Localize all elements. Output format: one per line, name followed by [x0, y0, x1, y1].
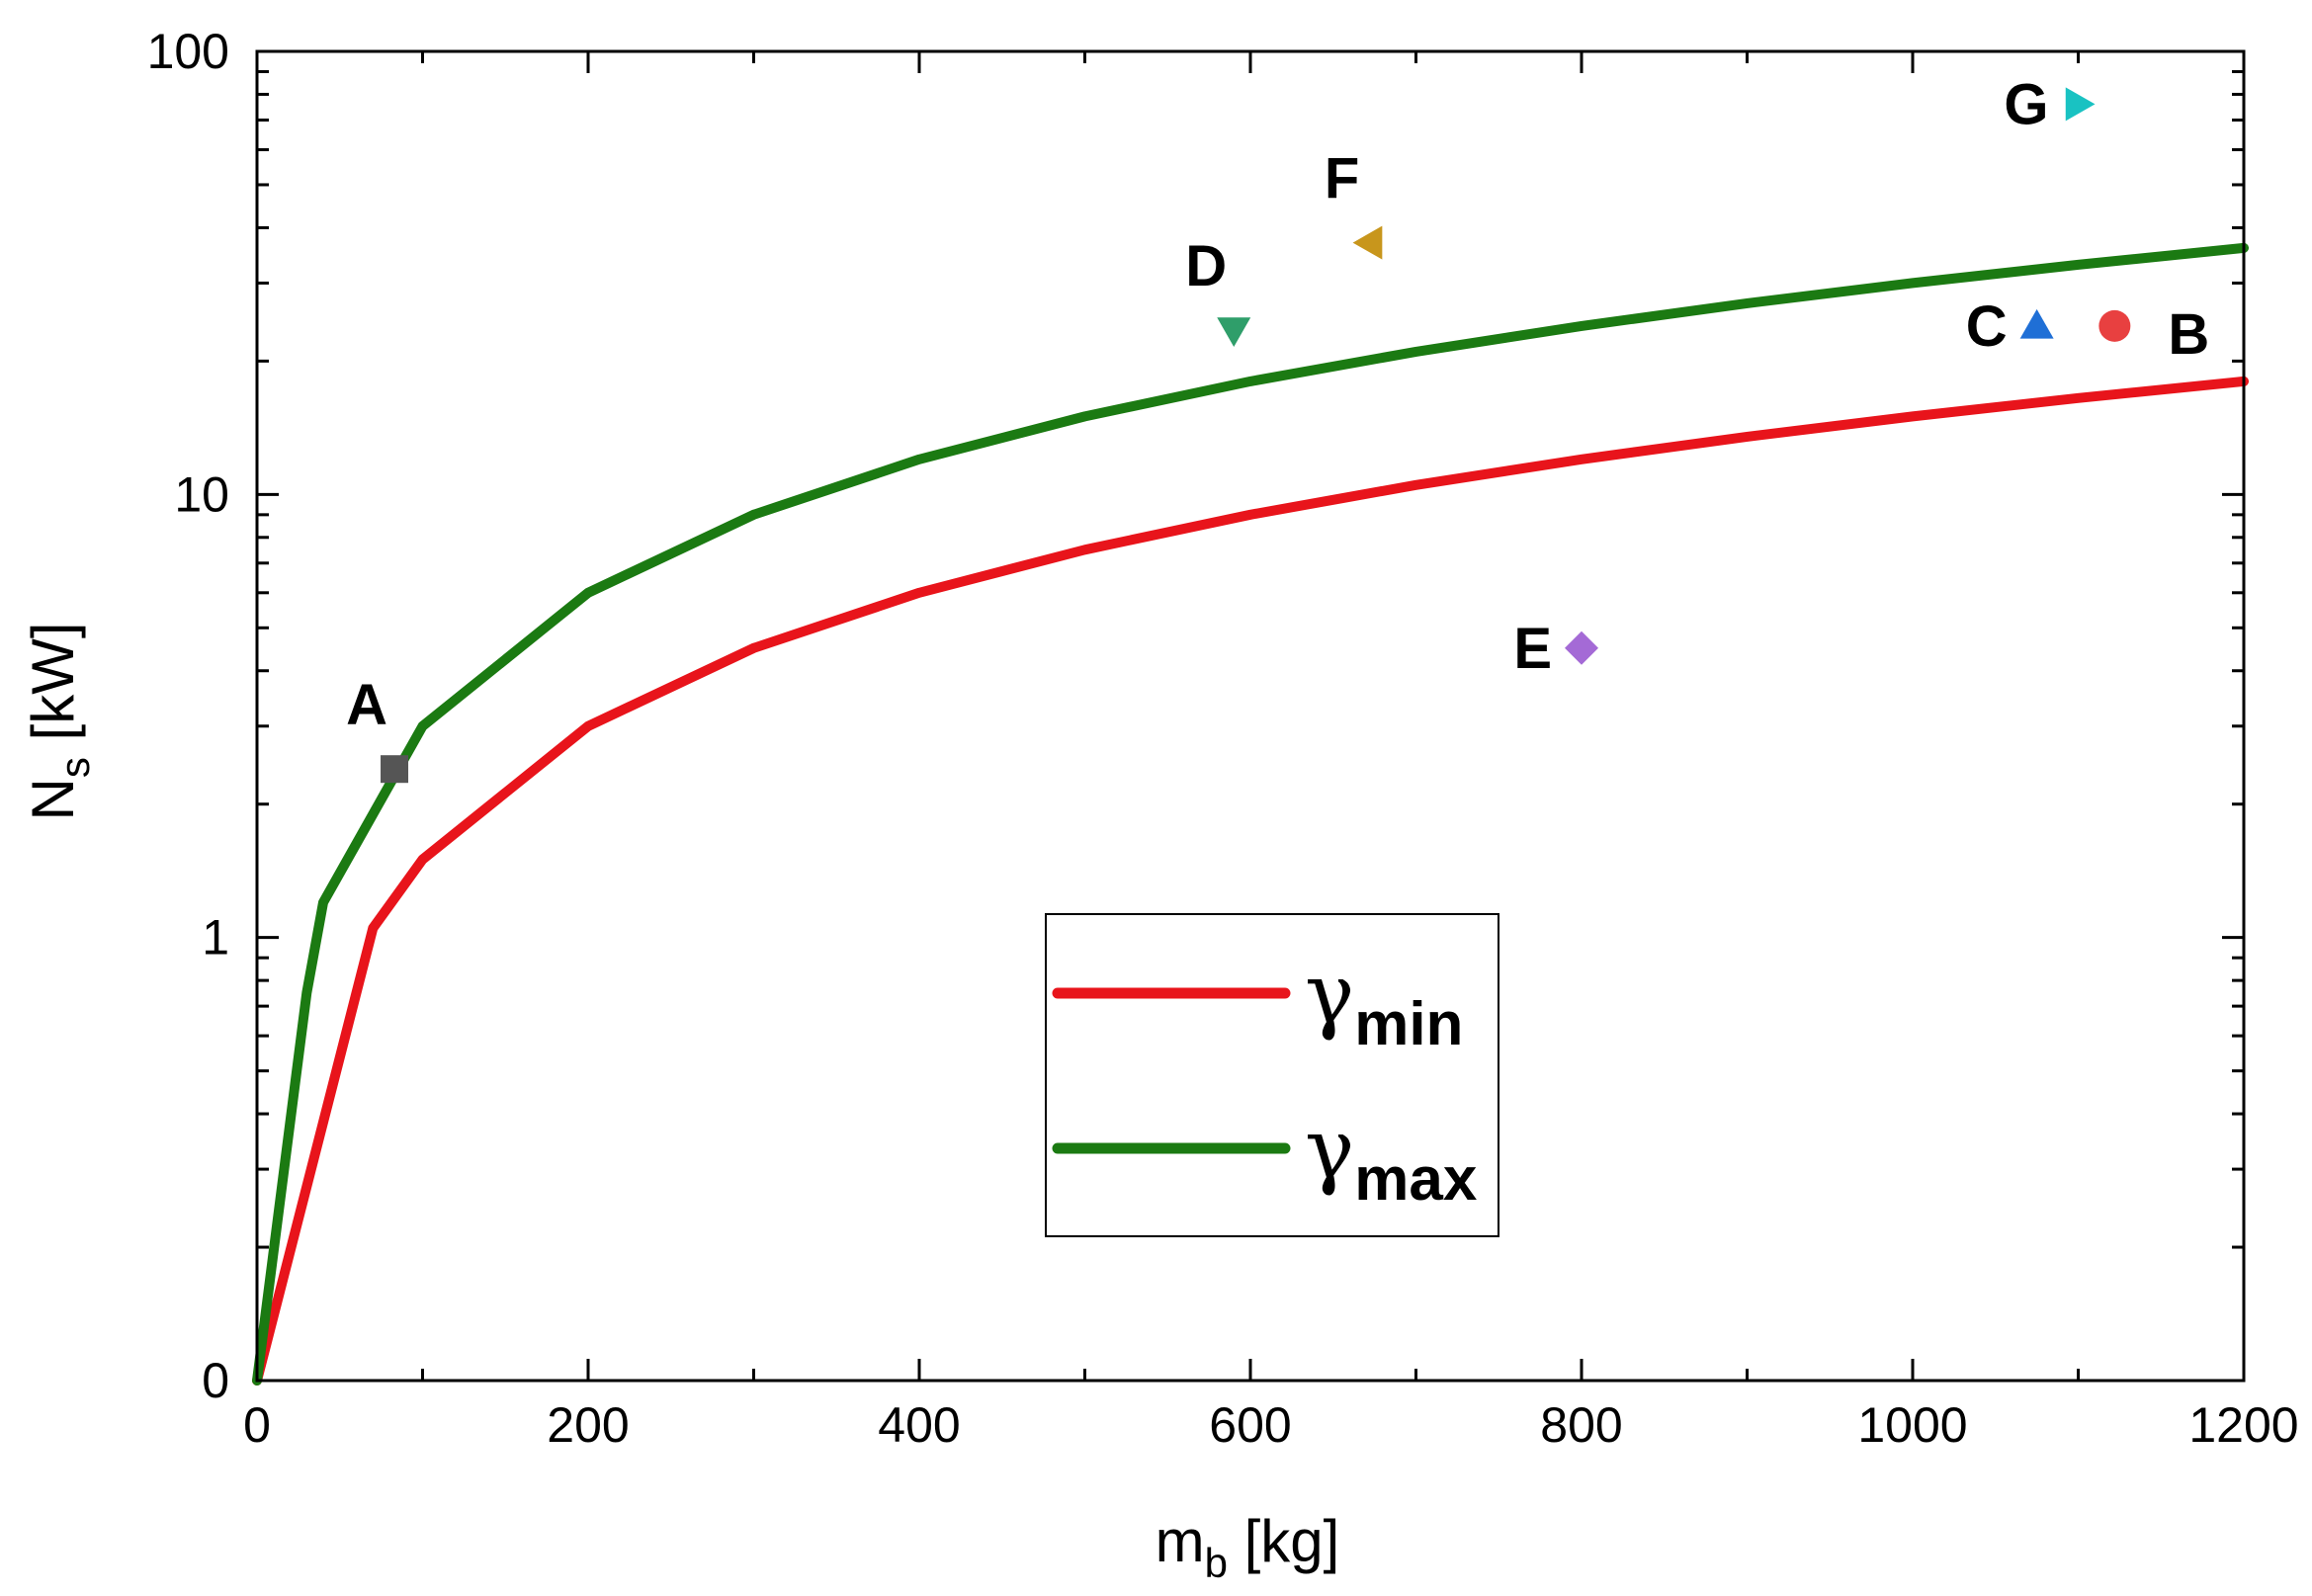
legend-label-min: γmin — [1305, 946, 1463, 1058]
x-axis-title-unit: [kg] — [1228, 1508, 1339, 1574]
point-c-label: C — [1966, 294, 2008, 359]
legend-label-max: γmax — [1305, 1101, 1478, 1214]
legend: γmin γmax — [1045, 913, 1499, 1237]
x-tick-label: 400 — [878, 1397, 960, 1453]
x-axis-title: mb [kg] — [1156, 1508, 1340, 1586]
series-line-γmin — [252, 376, 2249, 1386]
y-tick-label: 1 — [202, 910, 229, 966]
x-tick-label: 1000 — [1857, 1397, 1967, 1453]
point-c-marker — [2019, 308, 2054, 339]
legend-box — [1045, 913, 1499, 1237]
point-e-marker — [1565, 630, 1598, 665]
point-a-marker — [381, 755, 409, 784]
x-axis-title-sub: b — [1205, 1540, 1228, 1586]
y-axis-title-unit: [kW] — [20, 623, 86, 758]
point-e-label: E — [1513, 617, 1552, 681]
x-tick-label: 0 — [243, 1397, 271, 1453]
legend-sub-max: max — [1354, 1145, 1478, 1214]
point-a-label: A — [346, 673, 387, 737]
point-b-label: B — [2168, 302, 2209, 367]
point-g-marker — [2065, 87, 2096, 122]
legend-sub-min: min — [1354, 990, 1463, 1058]
legend-symbol-max: γ — [1305, 1101, 1354, 1198]
y-axis-title-sub: s — [51, 757, 98, 778]
point-f-marker — [1352, 225, 1383, 260]
point-g-label: G — [2004, 72, 2048, 136]
legend-symbol-min: γ — [1305, 946, 1354, 1043]
series-line-γmax — [252, 242, 2249, 1386]
x-tick-label: 600 — [1209, 1397, 1291, 1453]
y-tick-label: 10 — [174, 466, 229, 522]
y-axis-title-main: N — [20, 778, 86, 820]
y-tick-label: 0 — [202, 1353, 229, 1408]
point-b-marker — [2098, 309, 2131, 342]
x-tick-label: 800 — [1540, 1397, 1622, 1453]
x-axis-title-main: m — [1156, 1508, 1205, 1574]
y-tick-label: 100 — [147, 24, 229, 79]
y-axis-title: Ns [kW] — [20, 623, 98, 821]
point-f-label: F — [1325, 147, 1359, 211]
x-tick-label: 1200 — [2188, 1397, 2298, 1453]
point-d-marker — [1217, 317, 1251, 347]
point-d-label: D — [1185, 234, 1227, 298]
x-tick-label: 200 — [547, 1397, 629, 1453]
